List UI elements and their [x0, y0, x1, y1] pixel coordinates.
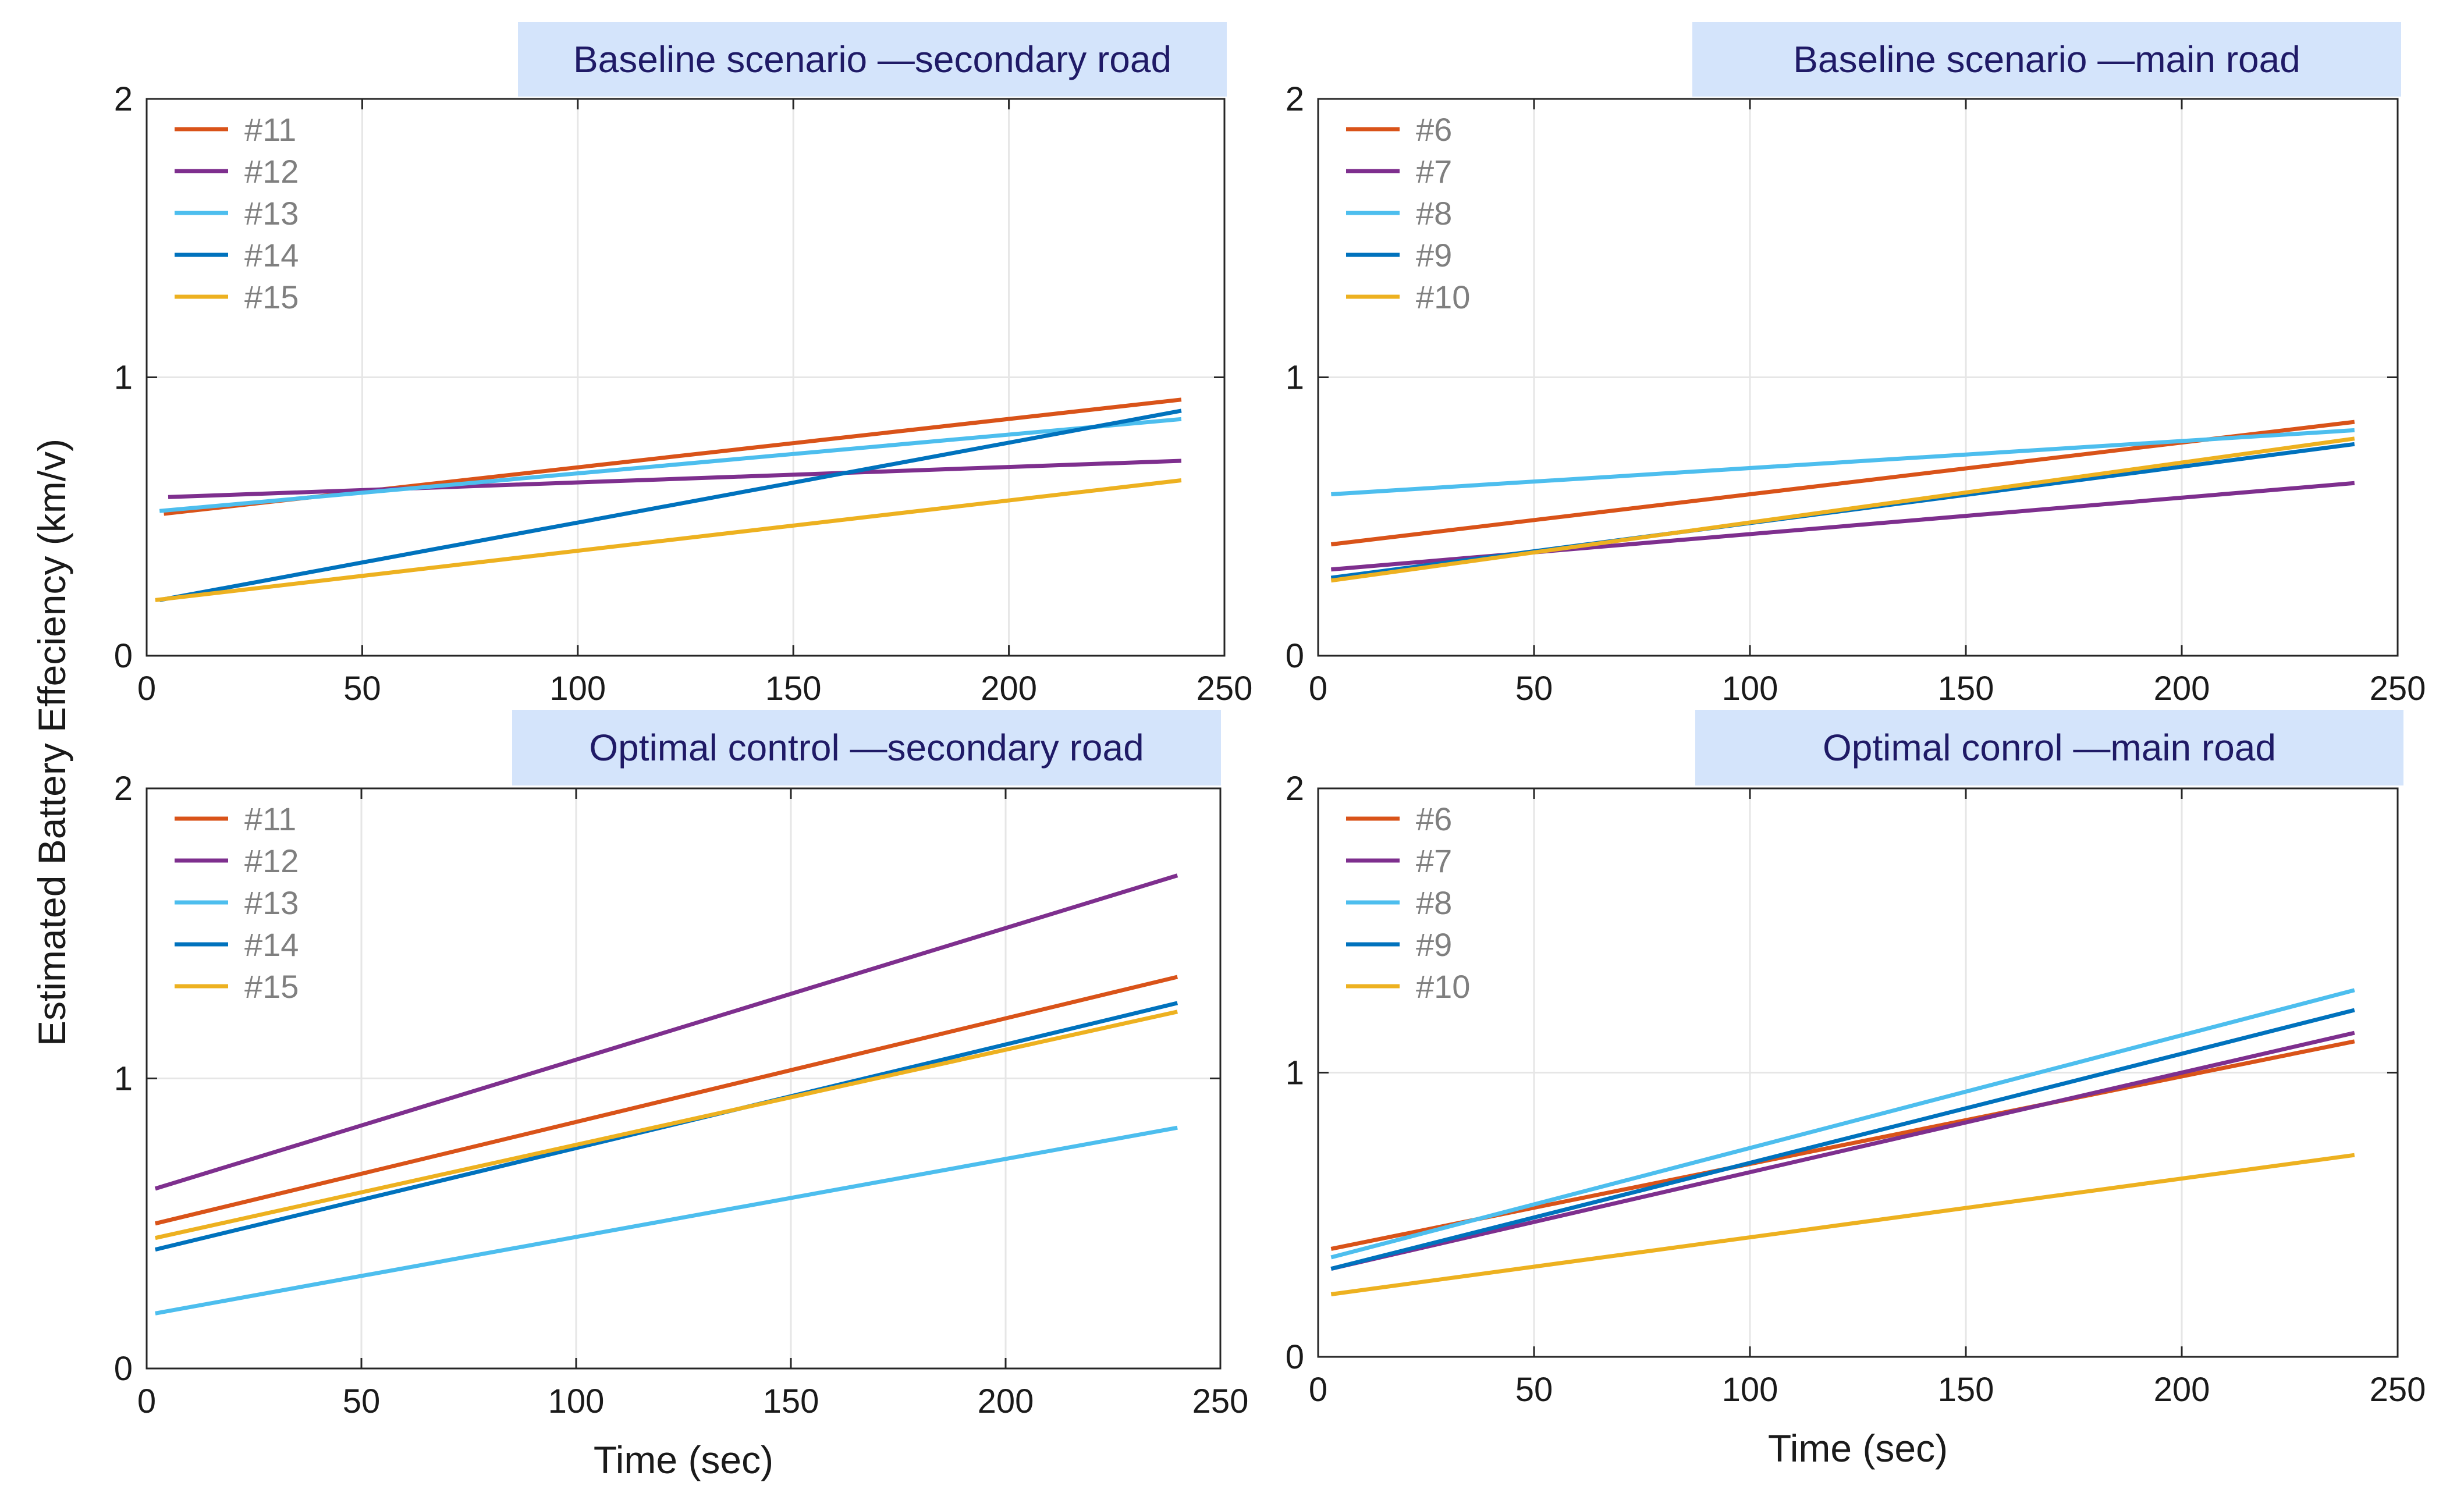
legend-label: #9 [1416, 926, 1452, 963]
y-tick-label: 2 [1286, 770, 1304, 808]
x-tick-label: 200 [981, 670, 1037, 708]
series-line [1330, 1030, 2355, 1271]
legend-label: #14 [244, 926, 299, 963]
x-tick-label: 50 [343, 670, 381, 708]
y-tick-label: 0 [114, 637, 133, 675]
x-tick-label: 250 [1197, 670, 1253, 708]
legend-label: #6 [1416, 801, 1452, 837]
x-tick-label: 250 [2370, 1371, 2426, 1409]
chart-title-box [1692, 22, 2401, 97]
legend-label: #6 [1416, 111, 1452, 148]
chart-title: Optimal conrol —main road [1823, 727, 2276, 769]
x-tick-label: 100 [549, 670, 606, 708]
legend-label: #10 [1416, 968, 1470, 1005]
x-tick-label: 50 [1515, 1371, 1553, 1409]
legend-label: #7 [1416, 843, 1452, 879]
series-line [1330, 1153, 2355, 1296]
x-tick-label: 100 [548, 1382, 605, 1420]
y-tick-label: 0 [1286, 637, 1304, 675]
series-line [155, 1125, 1178, 1316]
series-line [1331, 428, 2355, 496]
x-tick-label: 100 [1722, 1371, 1778, 1409]
series-line [1330, 1008, 2355, 1271]
x-tick-label: 0 [137, 1382, 156, 1420]
series-line [168, 458, 1182, 499]
legend: #11 #12 #13 #14 #15 [175, 111, 299, 315]
legend-label: #11 [244, 111, 296, 148]
axes-box [1317, 787, 2399, 1358]
y-tick-label: 1 [114, 359, 133, 397]
chart-title: Baseline scenario —main road [1793, 38, 2300, 80]
series-line [154, 975, 1178, 1226]
series-line [155, 1009, 1178, 1240]
legend-label: #11 [244, 801, 296, 837]
chart-title-box [1695, 710, 2403, 785]
legend-label: #15 [244, 968, 299, 1005]
chart-panel: 0 50 100 150 200 250 0 1 2 #11 #12 #13 #14 #15 Baselin… [114, 22, 1253, 708]
y-tick-label: 0 [1286, 1338, 1304, 1376]
chart-panel: 0 50 100 150 200 250 0 1 2 #6 #7 #8 #9 #10 Optimal con… [1286, 710, 2426, 1470]
series-line [155, 478, 1182, 602]
y-tick-label: 1 [114, 1060, 133, 1098]
x-tick-label: 150 [1938, 1371, 1994, 1409]
chart-panel: 0 50 100 150 200 250 0 1 2 #6 #7 #8 #9 #10 Baseline sc… [1286, 22, 2426, 708]
axes-box [1317, 98, 2399, 657]
x-tick-label: 150 [765, 670, 822, 708]
shared-y-axis-label: Estimated Battery Effeciency (km/v) [30, 439, 73, 1046]
x-tick-label: 200 [978, 1382, 1034, 1420]
series-line [1330, 988, 2355, 1260]
x-axis-label: Time (sec) [594, 1438, 773, 1481]
chart-panel: 0 50 100 150 200 250 0 1 2 #11 #12 #13 #14 #15 Optimal… [114, 710, 1249, 1481]
x-tick-label: 0 [1309, 670, 1327, 708]
chart-title-box [512, 710, 1221, 785]
legend-label: #10 [1416, 279, 1470, 315]
y-tick-label: 1 [1286, 359, 1304, 397]
legend-label: #13 [244, 195, 299, 232]
y-tick-label: 0 [114, 1350, 133, 1388]
y-tick-label: 1 [1286, 1054, 1304, 1092]
x-tick-label: 250 [2370, 670, 2426, 708]
x-tick-label: 150 [763, 1382, 819, 1420]
legend-label: #8 [1416, 195, 1452, 232]
x-axis-label: Time (sec) [1768, 1427, 1948, 1470]
legend: #6 #7 #8 #9 #10 [1346, 801, 1470, 1005]
axes-box [145, 787, 1222, 1370]
legend-label: #9 [1416, 237, 1452, 273]
x-tick-label: 250 [1192, 1382, 1249, 1420]
legend-label: #15 [244, 279, 299, 315]
x-tick-label: 0 [1309, 1371, 1327, 1409]
legend-label: #13 [244, 884, 299, 921]
y-tick-label: 2 [114, 80, 133, 118]
x-tick-label: 150 [1938, 670, 1994, 708]
x-tick-label: 100 [1722, 670, 1778, 708]
series-line [154, 873, 1178, 1191]
y-tick-label: 2 [114, 770, 133, 808]
legend-label: #7 [1416, 153, 1452, 190]
chart-title: Optimal control —secondary road [589, 727, 1144, 769]
x-tick-label: 0 [137, 670, 156, 708]
legend-label: #14 [244, 237, 299, 273]
y-tick-label: 2 [1286, 80, 1304, 118]
x-tick-label: 50 [1515, 670, 1553, 708]
axes-box [145, 98, 1226, 657]
series-line [159, 408, 1182, 602]
x-tick-label: 200 [2154, 1371, 2210, 1409]
legend: #6 #7 #8 #9 #10 [1346, 111, 1470, 315]
x-tick-label: 50 [343, 1382, 381, 1420]
legend: #11 #12 #13 #14 #15 [175, 801, 299, 1005]
legend-label: #8 [1416, 884, 1452, 921]
chart-title: Baseline scenario —secondary road [573, 38, 1171, 80]
legend-label: #12 [244, 153, 299, 190]
x-tick-label: 200 [2154, 670, 2210, 708]
legend-label: #12 [244, 843, 299, 879]
series-line [1330, 436, 2355, 583]
chart-title-box [518, 22, 1227, 97]
series-line [159, 417, 1182, 513]
